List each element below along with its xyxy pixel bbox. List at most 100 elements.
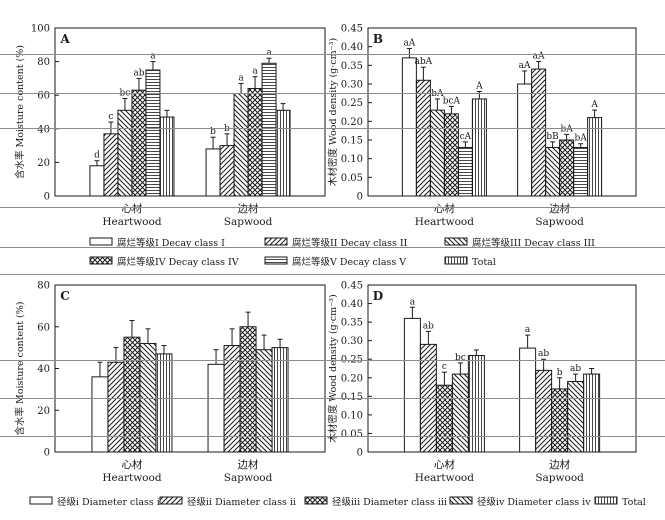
legend-swatch [29, 496, 53, 505]
y-tick-label: 0.25 [341, 98, 363, 109]
legend-swatch [159, 496, 183, 505]
x-tick-label: Heartwood [415, 216, 475, 228]
y-tick-label: 0.30 [341, 336, 363, 347]
bar [275, 109, 291, 197]
y-axis-label: 含水率 Moisture content (%) [14, 302, 26, 436]
x-tick-label: 心材 [434, 458, 455, 471]
data-label: a [150, 52, 156, 62]
x-tick-label: 边材 [549, 202, 570, 215]
legend-swatch [304, 496, 328, 505]
bar [435, 384, 453, 453]
bar [155, 353, 173, 453]
data-label: a [410, 297, 416, 307]
data-label: d [94, 151, 100, 161]
page-rule [0, 398, 665, 399]
y-tick-label: 0.10 [341, 154, 363, 165]
bar [559, 139, 575, 197]
y-tick-label: 60 [37, 91, 50, 102]
data-label: ab [570, 364, 581, 374]
y-tick-label: 0.40 [341, 42, 363, 53]
bar [587, 117, 603, 197]
x-tick-label: Heartwood [415, 472, 475, 484]
y-tick-label: 0 [357, 192, 363, 203]
y-tick-label: 80 [37, 281, 50, 292]
bar [443, 113, 459, 197]
panel-letter: A [59, 32, 70, 46]
x-tick-label: Sapwood [224, 216, 273, 228]
y-tick-label: 0.30 [341, 80, 363, 91]
data-label: aA [403, 39, 415, 49]
chart-panel-b: 0 0.05 0.10 0.15 0.20 0.25 0.30 0.35 0.40 0.45木材密… [327, 24, 637, 228]
bar [583, 373, 601, 453]
y-tick-label: 60 [37, 322, 50, 333]
y-tick-label: 0.40 [341, 299, 363, 310]
bar [219, 145, 235, 197]
x-tick-label: 心材 [121, 202, 142, 215]
page-rule [0, 93, 665, 94]
legend-swatch [449, 496, 473, 505]
bar [451, 373, 469, 453]
chart-panel-c: 0 20 40 60 80 含水率 Moisture content (%) C 心材Hear… [14, 281, 326, 484]
legend-diameter: 径级i Diameter class i 径级ii Diameter class … [29, 496, 646, 508]
data-label: cA [460, 132, 472, 142]
page-rule [0, 360, 665, 361]
y-axis-label: 含水率 Moisture content (%) [14, 45, 26, 179]
bar [471, 98, 487, 197]
x-tick-label: 边材 [238, 458, 259, 471]
bar [401, 57, 417, 197]
bar [457, 146, 473, 197]
data-label: bB [546, 132, 559, 142]
bar [91, 376, 109, 453]
legend-entry: 径级iv Diameter class iv [477, 496, 591, 508]
bar [429, 109, 445, 197]
page-rule [0, 436, 665, 437]
page-rule [0, 54, 665, 55]
legend-entry: 径级ii Diameter class ii [187, 496, 296, 508]
bar [567, 380, 585, 453]
bar [545, 146, 561, 197]
y-tick-label: 40 [37, 364, 50, 375]
bar [123, 336, 141, 453]
data-label: b [210, 127, 216, 137]
page-rule [0, 274, 665, 275]
data-label: bc [455, 353, 466, 363]
data-label: aA [533, 52, 545, 62]
legend-entry: 腐烂等级II Decay class II [292, 237, 408, 249]
y-tick-label: 0.45 [341, 24, 363, 35]
x-tick-label: 心材 [121, 458, 142, 471]
bar [261, 62, 277, 197]
chart-panel-a: 0 20 40 60 80 100 含水率 Moisture content (%) Ad c b… [14, 24, 326, 228]
legend-swatch [264, 237, 288, 246]
data-label: aA [519, 61, 531, 71]
page-rule [0, 128, 665, 129]
bar [239, 326, 257, 453]
data-label: bcA [443, 96, 461, 106]
bar [207, 363, 225, 453]
y-axis-label: 木材密度 Wood density (g·cm⁻³) [327, 38, 339, 186]
y-tick-label: 0.15 [341, 392, 363, 403]
y-tick-label: 0.20 [341, 117, 363, 128]
x-tick-label: 边材 [238, 202, 259, 215]
x-tick-label: Sapwood [535, 472, 584, 484]
panel-letter: D [373, 289, 383, 303]
bar [131, 89, 147, 197]
data-label: abA [415, 57, 433, 67]
y-tick-label: 0.10 [341, 410, 363, 421]
data-label: a [252, 67, 258, 77]
y-axis-label: 木材密度 Wood density (g·cm⁻³) [327, 294, 339, 442]
data-label: b [557, 368, 563, 378]
data-label: ab [538, 349, 549, 359]
bar [535, 369, 553, 453]
data-label: c [442, 362, 447, 372]
y-tick-label: 40 [37, 124, 50, 135]
bar [89, 165, 105, 197]
bar [145, 69, 161, 197]
legend-swatch [89, 237, 113, 246]
panel-letter: B [373, 32, 383, 46]
legend-entry: 腐烂等级III Decay class III [472, 237, 595, 249]
bar [403, 317, 421, 453]
plot-frame [54, 27, 326, 197]
bar [467, 355, 485, 453]
page-rule [0, 207, 665, 208]
